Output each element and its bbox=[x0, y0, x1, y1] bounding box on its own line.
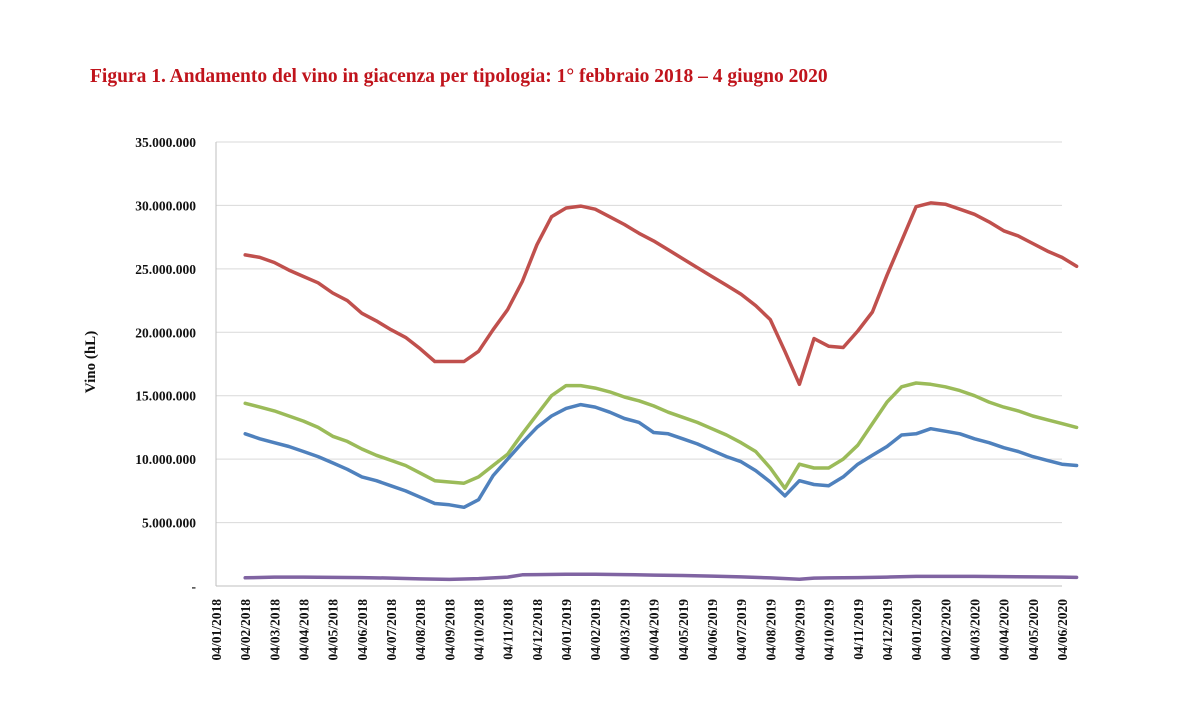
axes bbox=[215, 142, 1062, 587]
y-tick-label: 5.000.000 bbox=[142, 516, 196, 531]
x-tick-label: 04/06/2019 bbox=[705, 599, 720, 661]
x-tick-label: 04/11/2019 bbox=[851, 599, 866, 660]
x-tick-label: 04/12/2018 bbox=[530, 599, 545, 661]
y-tick-label: 10.000.000 bbox=[135, 452, 196, 467]
y-tick-label: 25.000.000 bbox=[135, 262, 196, 277]
x-tick-label: 04/04/2019 bbox=[647, 599, 662, 661]
y-axis-label: Vino (hL) bbox=[83, 331, 99, 393]
x-tick-label: 04/05/2019 bbox=[676, 599, 691, 661]
x-tick-label: 04/05/2018 bbox=[326, 599, 341, 661]
y-tick-label: - bbox=[192, 579, 197, 594]
series-line bbox=[243, 381, 1079, 491]
x-tick-labels: 04/01/2018 04/02/2018 04/03/2018 04/04/2018… bbox=[209, 599, 1070, 661]
x-tick-label: 04/01/2019 bbox=[559, 599, 574, 661]
x-tick-label: 04/03/2019 bbox=[617, 599, 632, 661]
x-tick-label: 04/02/2018 bbox=[238, 599, 253, 661]
x-tick-label: 04/06/2020 bbox=[1055, 599, 1070, 661]
x-tick-label: 04/03/2020 bbox=[967, 599, 982, 661]
series-lines bbox=[243, 201, 1079, 582]
y-tick-label: 15.000.000 bbox=[135, 389, 196, 404]
series-line bbox=[243, 572, 1079, 582]
x-tick-label: 04/08/2019 bbox=[763, 599, 778, 661]
x-tick-label: 04/10/2019 bbox=[822, 599, 837, 661]
figure-title: Figura 1. Andamento del vino in giacenza… bbox=[90, 66, 828, 87]
x-tick-label: 04/11/2018 bbox=[501, 599, 516, 660]
x-tick-label: 04/06/2018 bbox=[355, 599, 370, 661]
y-tick-labels: - 5.000.000 10.000.000 15.000.000 20.000.000… bbox=[135, 135, 196, 594]
y-tick-label: 35.000.000 bbox=[135, 135, 196, 150]
x-tick-label: 04/01/2018 bbox=[209, 599, 224, 661]
gridlines bbox=[216, 141, 1062, 524]
x-tick-label: 04/03/2018 bbox=[267, 599, 282, 661]
x-tick-label: 04/09/2018 bbox=[442, 599, 457, 661]
x-tick-label: 04/02/2020 bbox=[938, 599, 953, 661]
x-tick-label: 04/09/2019 bbox=[792, 599, 807, 661]
x-tick-label: 04/07/2019 bbox=[734, 599, 749, 661]
x-tick-label: 04/04/2018 bbox=[297, 599, 312, 661]
series-line bbox=[243, 402, 1079, 510]
x-tick-label: 04/12/2019 bbox=[880, 599, 895, 661]
x-tick-label: 04/10/2018 bbox=[472, 599, 487, 661]
series-line bbox=[243, 201, 1079, 387]
x-tick-label: 04/07/2018 bbox=[384, 599, 399, 661]
x-tick-label: 04/02/2019 bbox=[588, 599, 603, 661]
x-tick-label: 04/08/2018 bbox=[413, 599, 428, 661]
x-tick-label: 04/05/2020 bbox=[1026, 599, 1041, 661]
y-tick-label: 20.000.000 bbox=[135, 325, 196, 340]
y-tick-label: 30.000.000 bbox=[135, 198, 196, 213]
x-tick-label: 04/01/2020 bbox=[909, 599, 924, 661]
x-tick-label: 04/04/2020 bbox=[997, 599, 1012, 661]
